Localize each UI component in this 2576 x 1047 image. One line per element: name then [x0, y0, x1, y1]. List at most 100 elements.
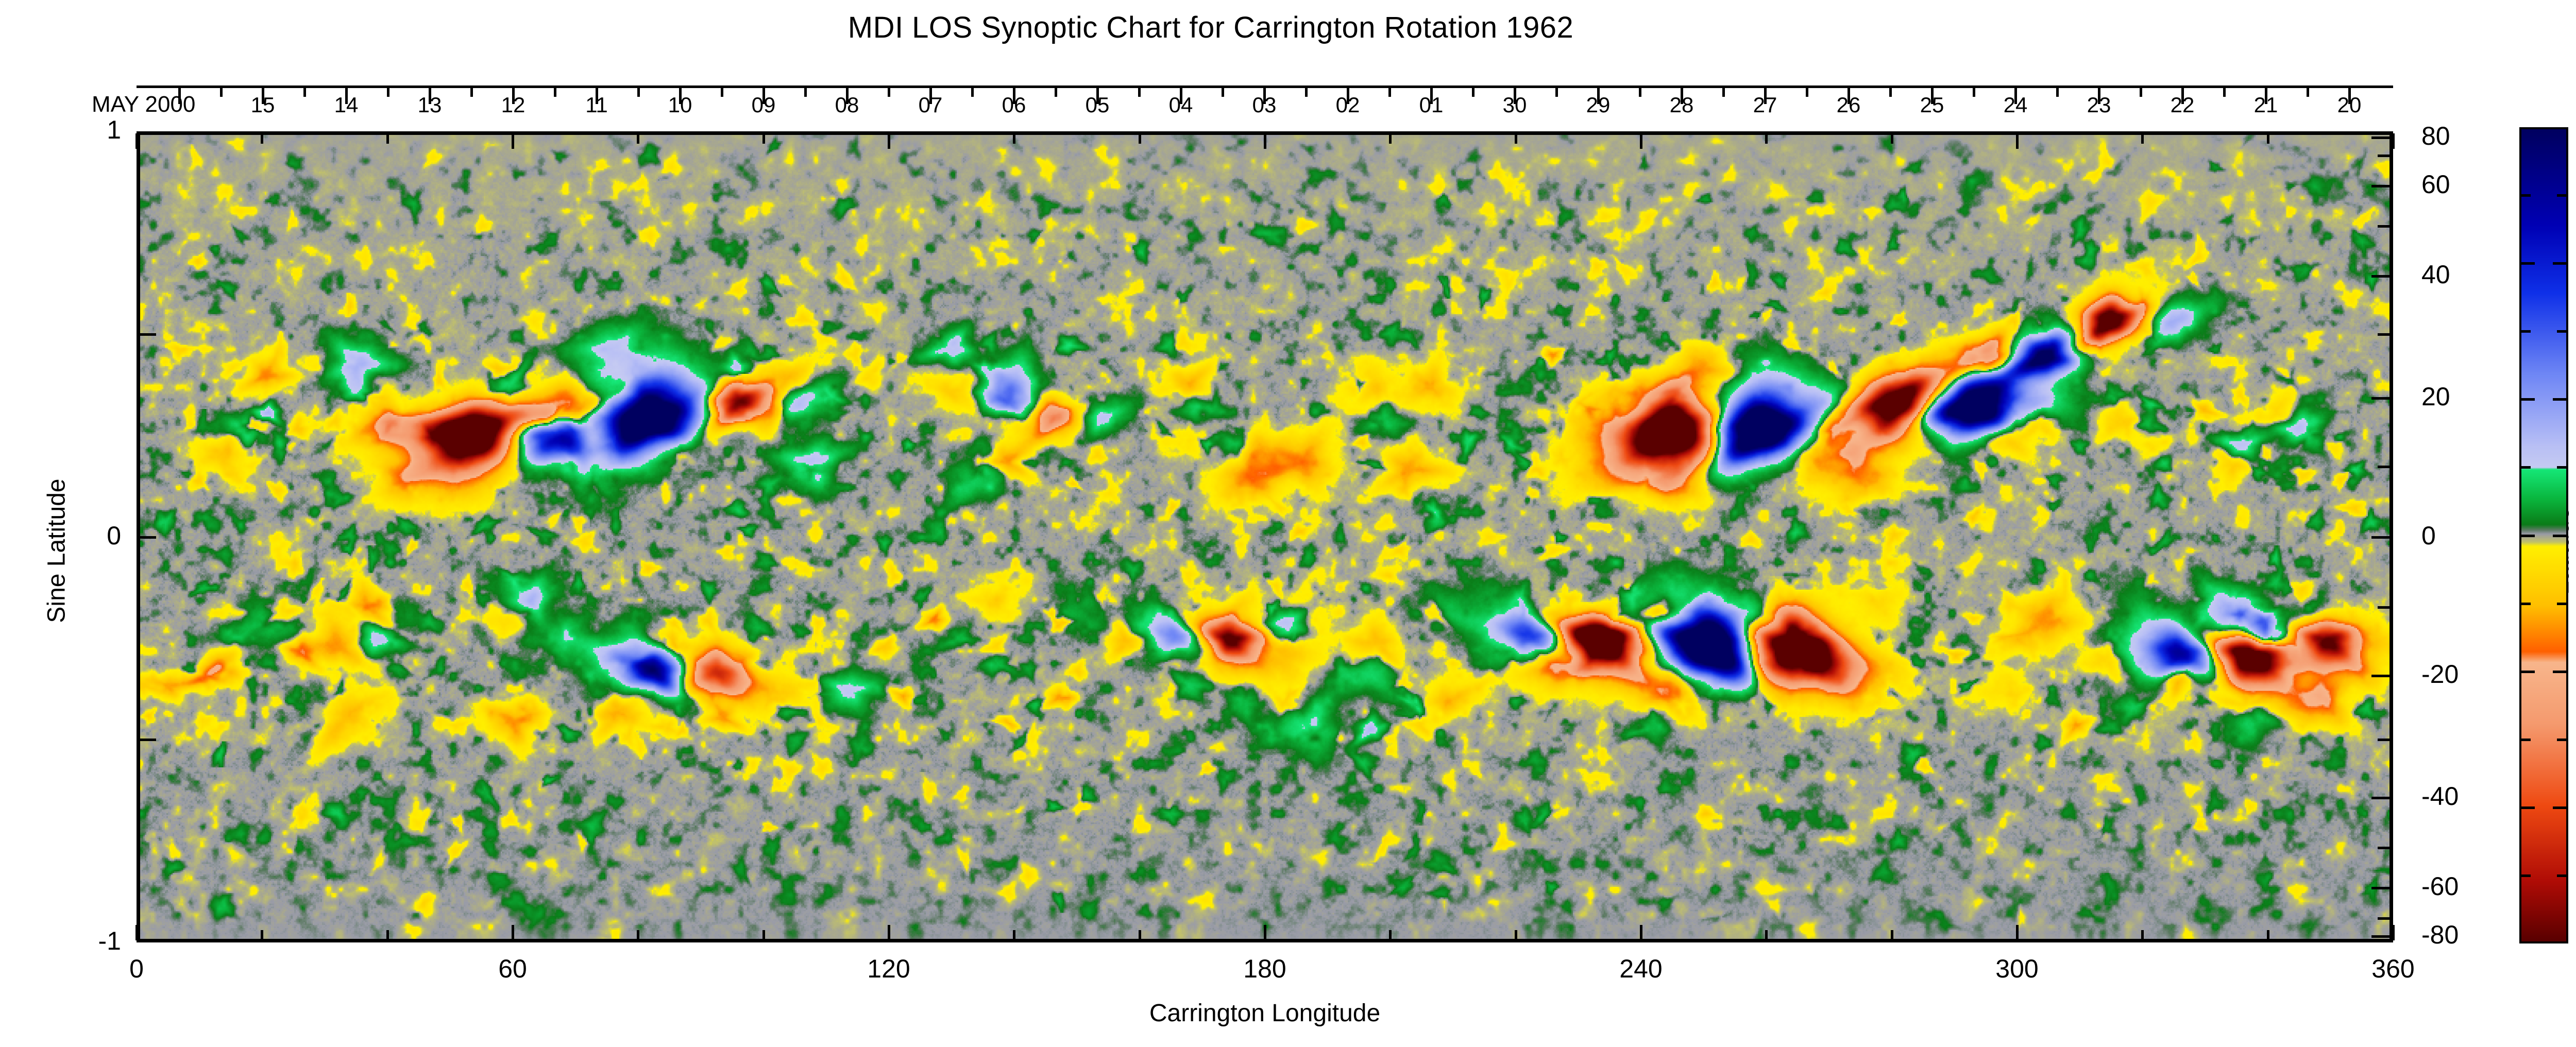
x-axis-tick-top [386, 133, 389, 144]
top-axis-minor-tick [1639, 85, 1641, 97]
top-axis-tick [929, 85, 932, 104]
date-label: 24 [2003, 93, 2028, 117]
top-axis-tick [1430, 85, 1433, 104]
top-axis-minor-tick [2140, 85, 2142, 97]
top-axis-minor-tick [1806, 85, 1808, 97]
x-axis-tick-top [2392, 133, 2395, 149]
top-axis-tick [2265, 85, 2267, 104]
x-axis-tick [1389, 930, 1392, 940]
top-axis-minor-tick [721, 85, 723, 97]
date-label: 12 [501, 93, 526, 117]
x-axis-tick [512, 925, 514, 940]
page-title: MDI LOS Synoptic Chart for Carrington Ro… [848, 11, 1574, 44]
top-axis-tick [1681, 85, 1683, 104]
top-axis-tick [762, 85, 765, 104]
magnetogram-plot-area [137, 131, 2393, 942]
longitude-tick-label: 360 [2371, 954, 2415, 983]
y-axis-tick-right [2371, 184, 2391, 187]
y-axis-minor-tick-right [2378, 225, 2391, 228]
colorbar-tick [2553, 398, 2566, 401]
x-axis-tick [1514, 930, 1517, 940]
date-label: 25 [1920, 93, 1944, 117]
y-axis-tick-right [2371, 136, 2391, 139]
y-axis-minor-tick-right [2378, 333, 2391, 336]
x-axis-tick-top [1765, 133, 1768, 144]
y-axis-tick-right [2371, 796, 2391, 799]
colorbar-minor-tick [2521, 738, 2531, 741]
y-axis-tick-right [2371, 536, 2391, 539]
longitude-tick-label: 60 [498, 954, 527, 983]
date-label: 30 [1502, 93, 1527, 117]
top-axis-minor-tick [637, 85, 640, 97]
x-axis-tick [888, 925, 890, 940]
x-axis-tick-top [762, 133, 765, 144]
top-axis-tick [1263, 85, 1266, 104]
top-axis-minor-tick [1973, 85, 1975, 97]
x-axis-tick-top [1514, 133, 1517, 144]
magnetogram-image [140, 135, 2389, 939]
colorbar-tick [2521, 670, 2535, 673]
date-label: 04 [1168, 93, 1193, 117]
x-axis-title: Carrington Longitude [1149, 1000, 1381, 1027]
x-axis-tick [1264, 925, 1266, 940]
colorbar-minor-tick [2557, 874, 2566, 877]
top-axis-tick [1180, 85, 1182, 104]
y-axis-tick-right [2371, 935, 2391, 938]
date-label: 29 [1586, 93, 1611, 117]
top-axis-tick [679, 85, 682, 104]
x-axis-tick-top [1264, 133, 1266, 149]
colorbar-minor-tick [2521, 466, 2531, 469]
top-axis-tick [512, 85, 515, 104]
sine-latitude-tick-label: -1 [98, 926, 121, 955]
top-axis-minor-tick [1889, 85, 1892, 97]
date-label: 21 [2253, 93, 2278, 117]
x-axis-tick [261, 930, 264, 940]
top-axis-tick [2098, 85, 2100, 104]
latitude-tick-label: -40 [2421, 781, 2459, 811]
top-axis-minor-tick [1138, 85, 1141, 97]
longitude-tick-label: 300 [1995, 954, 2039, 983]
top-axis-minor-tick [804, 85, 807, 97]
date-label: 28 [1669, 93, 1694, 117]
colorbar-tick [2553, 534, 2566, 537]
top-axis-tick [1347, 85, 1349, 104]
x-axis-tick [762, 930, 765, 940]
y-axis-minor-tick-right [2378, 739, 2391, 742]
x-axis-tick-top [1138, 133, 1141, 144]
colorbar-minor-tick [2521, 874, 2531, 877]
top-axis-tick [345, 85, 348, 104]
month-label: MAY 2000 [92, 92, 196, 117]
y-axis-tick-left [139, 536, 156, 539]
top-axis-minor-tick [1472, 85, 1475, 97]
top-axis-minor-tick [2307, 85, 2309, 97]
colorbar-tick [2553, 670, 2566, 673]
x-axis-tick [1013, 930, 1016, 940]
x-axis-tick [1890, 930, 1893, 940]
x-axis-tick-top [261, 133, 264, 144]
top-axis-minor-tick [1222, 85, 1224, 97]
top-axis-minor-tick [971, 85, 974, 97]
top-axis-minor-tick [178, 85, 181, 104]
longitude-tick-label: 0 [129, 954, 144, 983]
colorbar-tick [2521, 806, 2535, 809]
sine-latitude-tick-label: 0 [107, 521, 121, 550]
top-axis-minor-tick [1305, 85, 1308, 97]
y-axis-minor-tick-right [2378, 465, 2391, 468]
y-axis-tick-right [2371, 887, 2391, 890]
date-label: 03 [1252, 93, 1277, 117]
x-axis-tick-top [2141, 133, 2144, 144]
date-label: 20 [2337, 93, 2362, 117]
date-label: 14 [334, 93, 359, 117]
y-axis-tick-right [2371, 275, 2391, 278]
y-axis-minor-tick-right [2378, 917, 2391, 920]
colorbar-minor-tick [2521, 194, 2531, 197]
date-label: 02 [1335, 93, 1360, 117]
top-axis-minor-tick [1555, 85, 1558, 97]
x-axis-tick-top [2266, 133, 2269, 144]
x-axis-tick-top [2016, 133, 2019, 149]
colorbar-tick [2553, 806, 2566, 809]
y-axis-tick-right [2371, 674, 2391, 677]
date-label: 01 [1419, 93, 1444, 117]
longitude-tick-label: 180 [1243, 954, 1286, 983]
top-axis-minor-tick [1055, 85, 1057, 97]
